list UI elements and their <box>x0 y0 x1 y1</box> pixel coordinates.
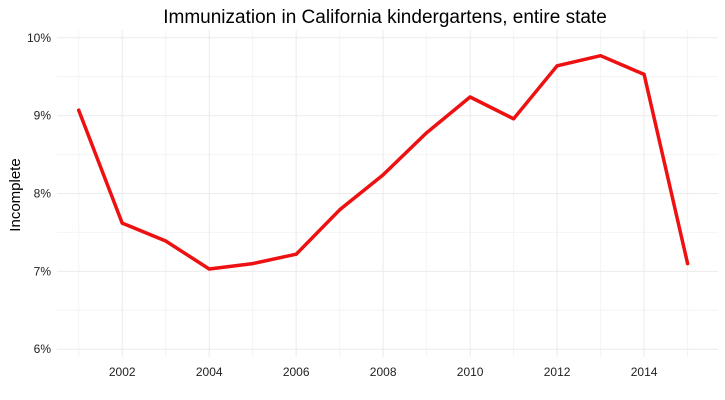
x-tick-label: 2010 <box>457 365 484 379</box>
y-tick-label: 9% <box>34 109 52 123</box>
y-axis-label: Incomplete <box>7 158 24 231</box>
y-tick-label: 8% <box>34 187 52 201</box>
data-point <box>338 208 342 212</box>
data-point <box>294 252 298 256</box>
x-tick-label: 2012 <box>544 365 571 379</box>
data-point <box>120 221 124 225</box>
y-tick-label: 6% <box>34 342 52 356</box>
data-point <box>642 72 646 76</box>
data-point <box>381 173 385 177</box>
chart-title: Immunization in California kindergartens… <box>163 7 607 28</box>
data-point <box>555 64 559 68</box>
data-point <box>251 261 255 266</box>
x-tick-label: 2014 <box>631 365 658 379</box>
x-tick-label: 2006 <box>283 365 310 379</box>
data-point <box>77 108 81 112</box>
x-axis-ticks: 2002 2004 2006 2008 2010 2012 2014 <box>109 365 658 379</box>
data-point <box>685 261 690 266</box>
data-point <box>468 95 472 99</box>
gridlines <box>57 30 718 357</box>
series-group <box>76 53 690 271</box>
data-point <box>512 117 516 121</box>
y-tick-label: 7% <box>34 264 52 278</box>
data-point <box>207 267 211 271</box>
y-axis-ticks: 6% 7% 8% 9% 10% <box>27 31 51 356</box>
x-tick-label: 2008 <box>370 365 397 379</box>
x-tick-label: 2002 <box>109 365 136 379</box>
x-tick-label: 2004 <box>196 365 223 379</box>
data-point <box>598 54 603 58</box>
data-point <box>164 239 168 243</box>
y-tick-label: 10% <box>27 31 51 45</box>
data-point <box>425 131 429 135</box>
